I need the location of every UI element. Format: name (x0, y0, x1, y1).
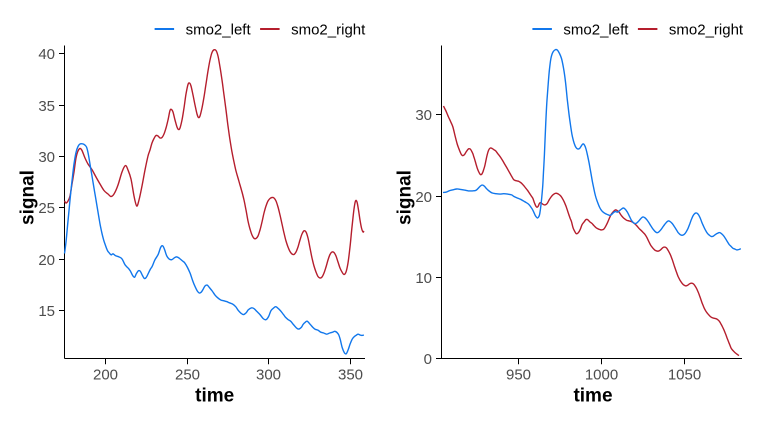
svg-text:1000: 1000 (585, 367, 618, 384)
svg-text:40: 40 (38, 46, 55, 63)
svg-text:25: 25 (38, 200, 55, 217)
svg-text:smo2_left: smo2_left (186, 21, 252, 38)
svg-text:1050: 1050 (668, 367, 701, 384)
svg-text:signal: signal (18, 170, 39, 225)
svg-text:350: 350 (338, 367, 363, 384)
svg-text:30: 30 (38, 149, 55, 166)
svg-text:time: time (195, 386, 234, 407)
svg-text:950: 950 (506, 367, 531, 384)
svg-text:15: 15 (38, 303, 55, 320)
svg-text:time: time (573, 386, 612, 407)
svg-text:200: 200 (93, 367, 118, 384)
svg-text:30: 30 (415, 107, 432, 124)
svg-text:300: 300 (256, 367, 281, 384)
svg-text:20: 20 (415, 189, 432, 206)
svg-text:smo2_right: smo2_right (291, 21, 366, 38)
svg-text:20: 20 (38, 252, 55, 269)
svg-text:10: 10 (415, 270, 432, 287)
svg-text:signal: signal (395, 170, 416, 225)
svg-text:250: 250 (175, 367, 200, 384)
svg-text:smo2_left: smo2_left (563, 21, 629, 38)
svg-text:0: 0 (424, 351, 432, 368)
svg-text:35: 35 (38, 98, 55, 115)
svg-text:smo2_right: smo2_right (669, 21, 744, 38)
